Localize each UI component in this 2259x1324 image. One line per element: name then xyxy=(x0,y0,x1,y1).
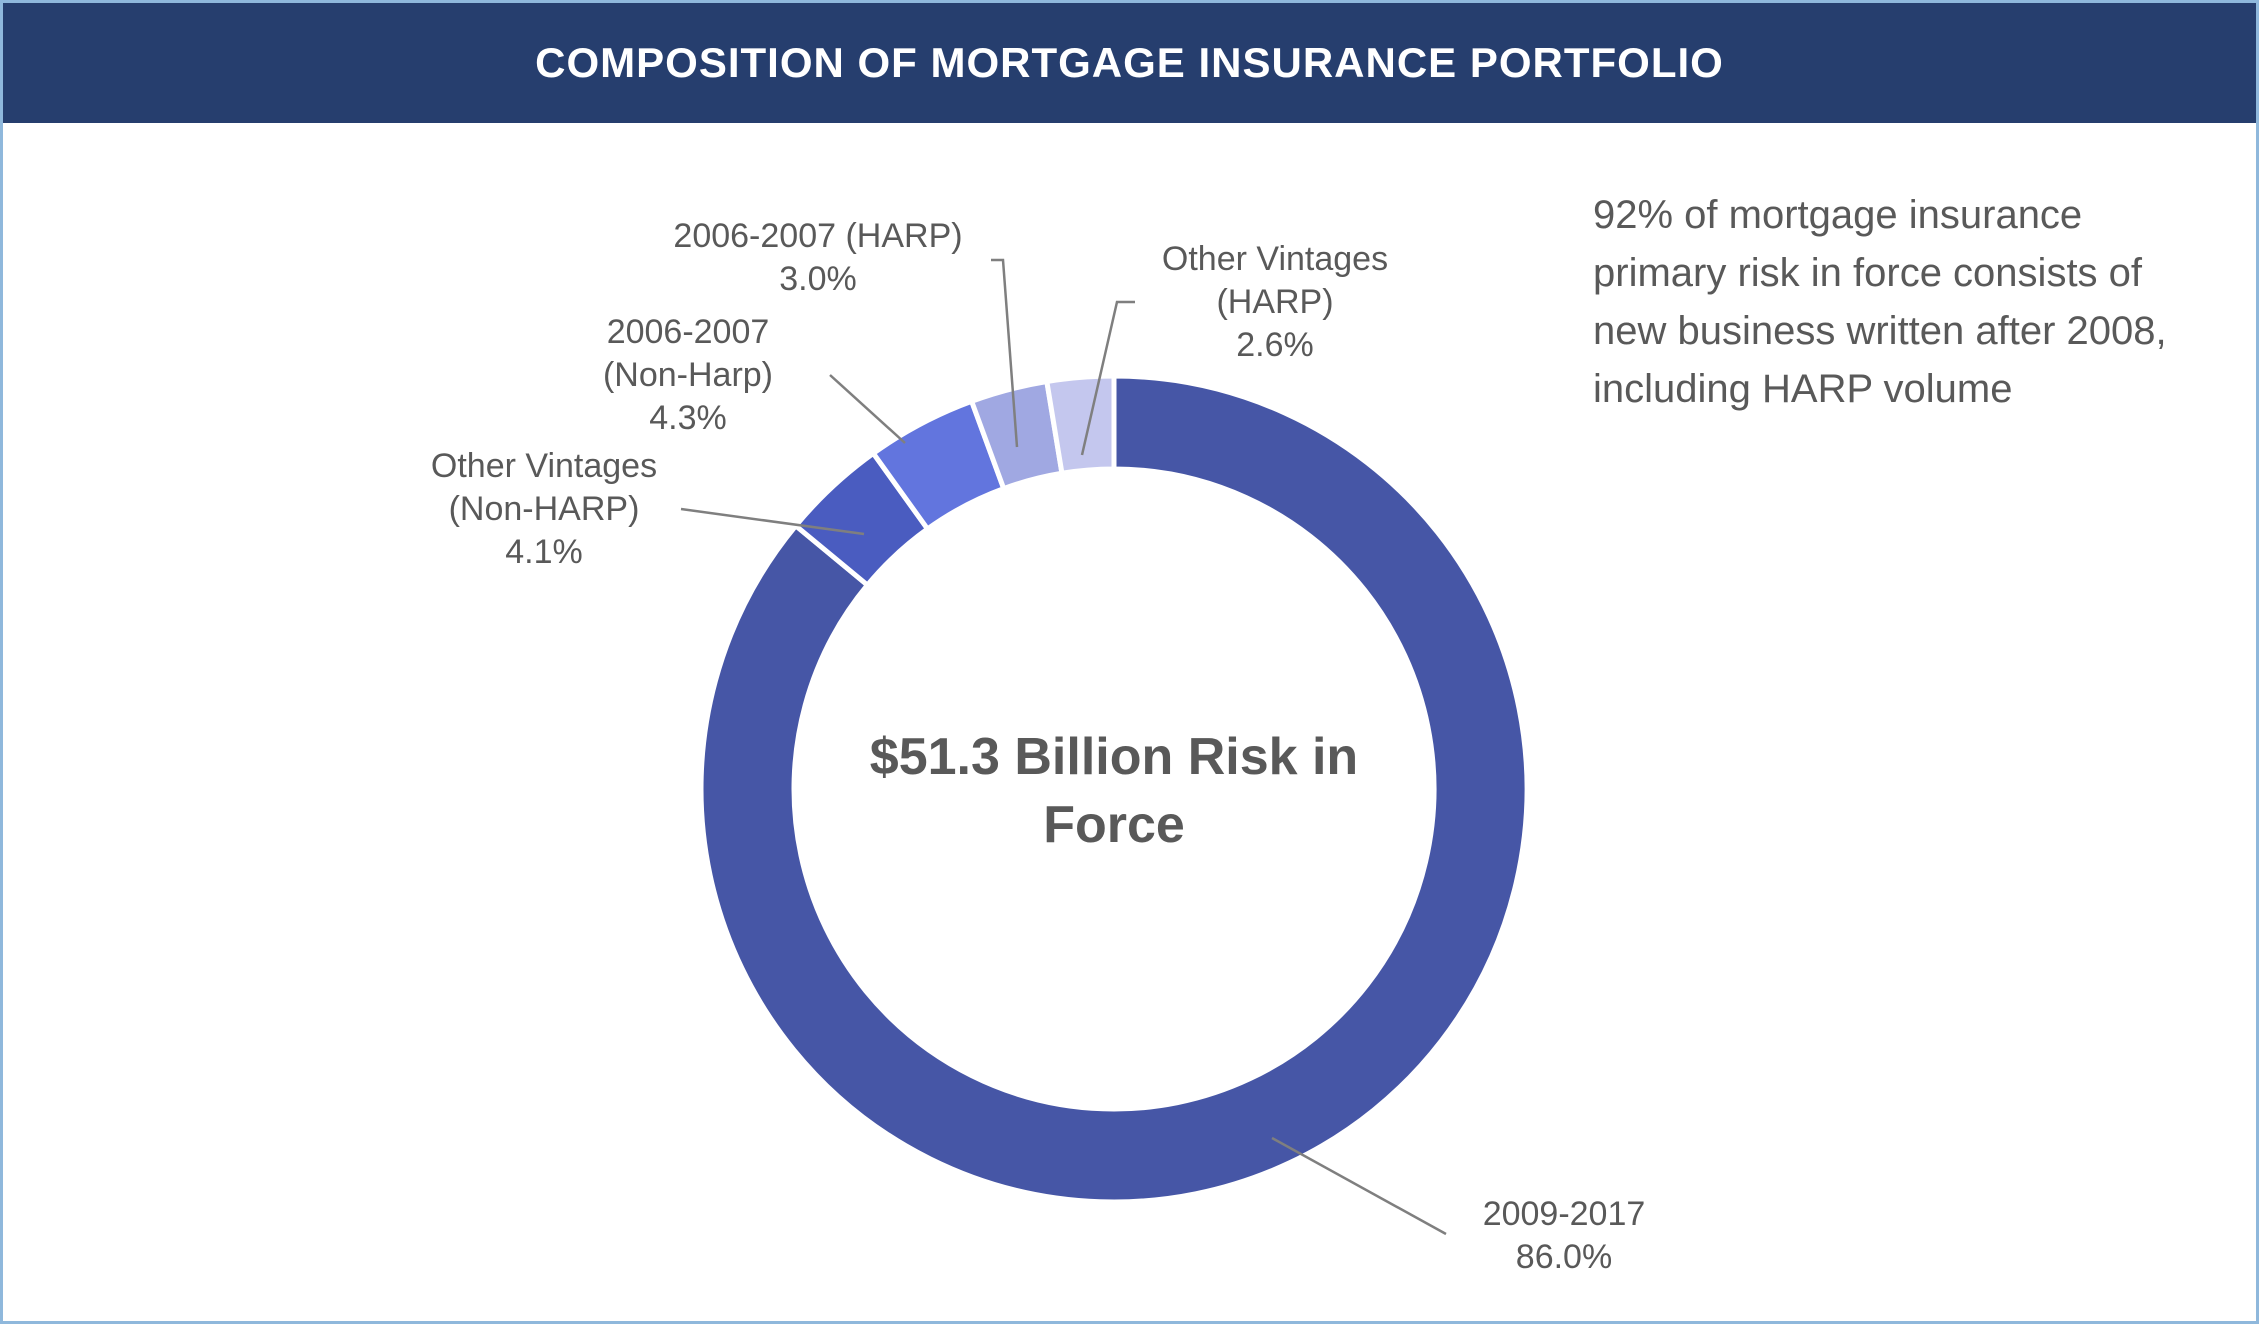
category-label: 2006-2007 (Non-Harp) xyxy=(602,313,774,394)
slice-label: 2006-2007 (HARP) 3.0% xyxy=(653,215,983,301)
leader-line xyxy=(680,507,865,536)
value-label: 3.0% xyxy=(779,260,857,298)
chart-title: COMPOSITION OF MORTGAGE INSURANCE PORTFO… xyxy=(3,3,2256,123)
donut-slice xyxy=(698,373,1530,1205)
value-label: 4.1% xyxy=(505,533,583,571)
center-label: $51.3 Billion Risk in Force xyxy=(869,728,1359,854)
donut-slice xyxy=(1043,373,1117,477)
category-label: 2006-2007 (HARP) xyxy=(673,217,963,255)
leader-line xyxy=(1271,1136,1447,1236)
slice-label: 2009-2017 86.0% xyxy=(1434,1193,1694,1279)
category-label: 2009-2017 xyxy=(1482,1195,1646,1233)
slice-label: 2006-2007 (Non-Harp) 4.3% xyxy=(578,311,798,440)
slice-label: Other Vintages (HARP) 2.6% xyxy=(1140,238,1410,367)
value-label: 86.0% xyxy=(1515,1238,1613,1276)
value-label: 2.6% xyxy=(1236,326,1314,364)
category-label: Other Vintages (HARP) xyxy=(1161,240,1389,321)
category-label: Other Vintages (Non-HARP) xyxy=(430,447,658,528)
leader-line xyxy=(829,374,906,444)
leader-line xyxy=(991,258,1019,448)
annotation: 92% of mortgage insurance primary risk i… xyxy=(1593,193,2167,411)
leader-line xyxy=(1080,300,1135,456)
value-label: 4.3% xyxy=(649,399,727,437)
slice-label: Other Vintages (Non-HARP) 4.1% xyxy=(394,445,694,574)
plot-area xyxy=(680,258,1530,1236)
